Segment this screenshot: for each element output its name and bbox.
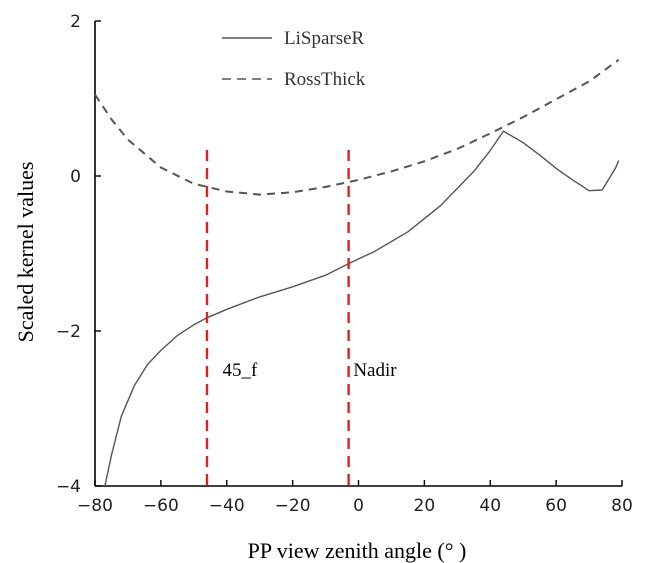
- x-tick-label: 40: [479, 496, 501, 516]
- series-line-lisparser: [104, 130, 620, 487]
- x-axis: −80 −60 −40 −20 0 20 40 60 80: [77, 480, 633, 516]
- y-axis: −4 −2 0 2: [56, 12, 101, 497]
- x-tick-label: −20: [275, 496, 311, 516]
- y-tick-label: −4: [56, 477, 81, 497]
- y-tick-label: −2: [56, 322, 81, 342]
- x-tick-label: 0: [353, 496, 364, 516]
- x-axis-title: PP view zenith angle (° ): [248, 538, 467, 563]
- x-tick-label: −80: [77, 496, 113, 516]
- y-tick-label: 2: [70, 12, 81, 32]
- x-tick-label: −60: [143, 496, 179, 516]
- x-tick-label: −40: [209, 496, 245, 516]
- x-tick-label: 60: [545, 496, 567, 516]
- legend-label-lisparser: LiSparseR: [284, 28, 365, 49]
- y-axis-title: Scaled kernel values: [13, 162, 38, 343]
- legend-label-rossthick: RossThick: [284, 69, 366, 90]
- x-tick-label: 80: [611, 496, 633, 516]
- legend: LiSparseR RossThick: [222, 28, 366, 90]
- annotation-label: Nadir: [353, 360, 397, 381]
- y-tick-label: 0: [70, 167, 81, 187]
- x-tick-label: 20: [414, 496, 436, 516]
- plot-area: 45_f Nadir: [94, 21, 622, 487]
- series-line-rossthick: [94, 58, 620, 196]
- annotation-label: 45_f: [223, 360, 259, 381]
